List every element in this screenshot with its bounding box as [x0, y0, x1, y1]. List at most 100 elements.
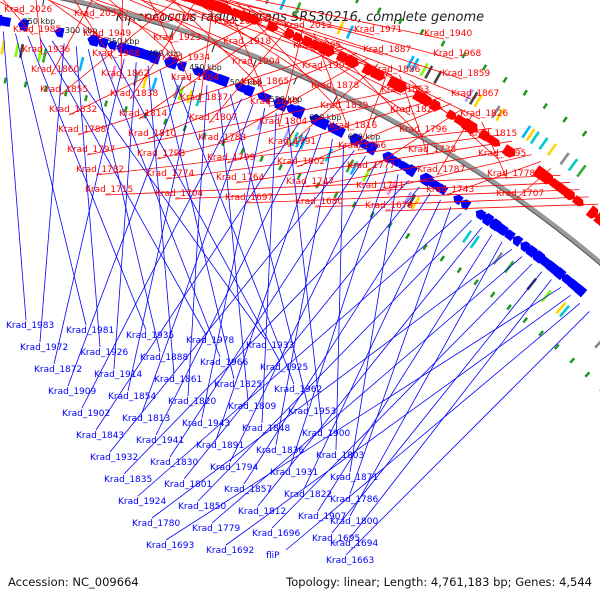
scale-tick-label: 300 kbp	[65, 26, 98, 35]
feature-mark	[41, 48, 48, 63]
gene-label: Krad_1923	[153, 33, 201, 43]
gene-label: Krad_1707	[496, 189, 544, 199]
gene-label: Krad_1865	[241, 77, 289, 87]
gene-label: Krad_1778	[487, 169, 536, 179]
scale-tick	[211, 44, 216, 53]
gc-mark	[84, 94, 88, 102]
gene-leader-line	[375, 154, 532, 192]
gene-label: Krad_1840	[250, 97, 299, 107]
gene-label: Krad_1888	[140, 353, 189, 363]
gene-leader-line	[261, 112, 277, 424]
gene-leader-line	[138, 19, 282, 120]
gene-label: Krad_1933	[246, 341, 294, 351]
gene-label: Krad_1796	[399, 125, 448, 135]
gene-label: Krad_1680	[295, 197, 344, 207]
gene-label: Krad_1738	[408, 145, 457, 155]
gene-label: Krad_1820	[168, 397, 217, 407]
forward-gene-arrow	[394, 79, 407, 94]
gc-mark	[398, 17, 404, 25]
gene-label: Krad_1981	[66, 326, 114, 336]
gene-label: Krad_1953	[288, 407, 336, 417]
gene-label: Krad_1931	[270, 468, 318, 478]
gene-label: Krad_1695	[312, 534, 360, 544]
gene-label: fliP	[266, 551, 280, 561]
gene-leader-line	[287, 63, 379, 148]
reverse-gene-arrow	[242, 84, 256, 98]
gene-leader-line	[217, 57, 368, 144]
gene-label: Krad_1807	[189, 113, 237, 123]
forward-gene-arrow	[593, 212, 600, 226]
gene-leader-line	[197, 220, 472, 502]
scale-tick-label: 400 kbp	[148, 49, 181, 58]
gene-leader-line	[164, 0, 314, 52]
feature-mark	[0, 40, 6, 55]
gene-label: Krad_1861	[154, 375, 202, 385]
gene-label: Krad_1968	[433, 49, 482, 59]
gene-leader-line	[15, 33, 87, 326]
gc-mark	[581, 130, 588, 137]
gene-label: Krad_1663	[326, 556, 374, 566]
gene-leader-line	[95, 122, 300, 431]
gene-label: Krad_1782	[76, 165, 124, 175]
feature-mark	[462, 230, 473, 244]
feature-mark	[546, 143, 558, 157]
feature-mark	[555, 301, 567, 315]
feature-mark	[559, 152, 570, 166]
gene-label: Krad_1862	[101, 69, 149, 79]
gene-label: Krad_1721	[356, 181, 404, 191]
gc-mark	[502, 76, 508, 84]
feature-mark	[469, 235, 480, 249]
gene-leader-line	[77, 47, 347, 136]
reverse-gene-arrow	[87, 34, 101, 47]
reverse-gene-arrow	[137, 48, 153, 61]
gene-leader-line	[128, 0, 244, 48]
reverse-gene-arrow	[192, 67, 204, 77]
genome-title: Kineococcus radiotolerans SRS30216, comp…	[116, 10, 484, 25]
gene-leader-line	[227, 0, 454, 60]
gene-label: Krad_1704	[155, 189, 204, 199]
gene-leader-line	[349, 206, 452, 495]
gene-leader-line	[225, 294, 571, 546]
gene-leader-line	[2, 0, 34, 36]
feature-mark	[78, 56, 85, 72]
gene-leader-line	[313, 33, 350, 132]
gene-leader-line	[285, 303, 581, 551]
gene-label: Krad_1972	[20, 343, 68, 353]
gene-label: Krad_1978	[186, 336, 235, 346]
gene-leader-line	[165, 286, 562, 541]
gc-mark	[64, 90, 68, 97]
gene-leader-line	[155, 128, 311, 436]
gene-leader-line	[436, 115, 473, 176]
gene-label: Krad_2026	[4, 5, 53, 15]
reverse-gene-arrow	[482, 213, 495, 227]
scale-tick-label: 250 kbp	[23, 17, 56, 26]
feature-mark	[410, 57, 420, 72]
gene-label: Krad_1966	[200, 358, 249, 368]
feature-mark	[538, 137, 549, 151]
gene-label: Krad_1697	[225, 193, 273, 203]
gene-label: Krad_1924	[118, 497, 167, 507]
gene-label: Krad_1827	[390, 105, 438, 115]
feature-mark	[424, 65, 434, 79]
backbone-group	[59, 0, 600, 266]
gene-leader-line	[129, 0, 198, 100]
gene-leader-line	[296, 103, 452, 168]
gene-leader-line	[183, 186, 420, 480]
feature-mark	[576, 164, 587, 178]
gene-label: Krad_1971	[354, 25, 402, 35]
feature-mark	[433, 70, 443, 84]
gene-label: Krad_2034	[144, 13, 193, 23]
gene-label: Krad_1693	[146, 541, 194, 551]
gene-label: Krad_1949	[83, 29, 132, 39]
gene-leader-line	[211, 256, 523, 524]
gene-leader-line	[108, 0, 183, 64]
gene-leader-line	[236, 2, 341, 112]
forward-gene-arrow	[585, 205, 599, 219]
feature-mark	[362, 168, 372, 182]
reverse-gene-arrow	[453, 194, 464, 206]
gene-label: Krad_1863	[381, 85, 429, 95]
gene-leader-line	[399, 74, 429, 156]
reverse-gene-arrow	[349, 133, 363, 147]
gene-label: Krad_1891	[196, 441, 244, 451]
gene-label: Krad_1822	[284, 490, 332, 500]
